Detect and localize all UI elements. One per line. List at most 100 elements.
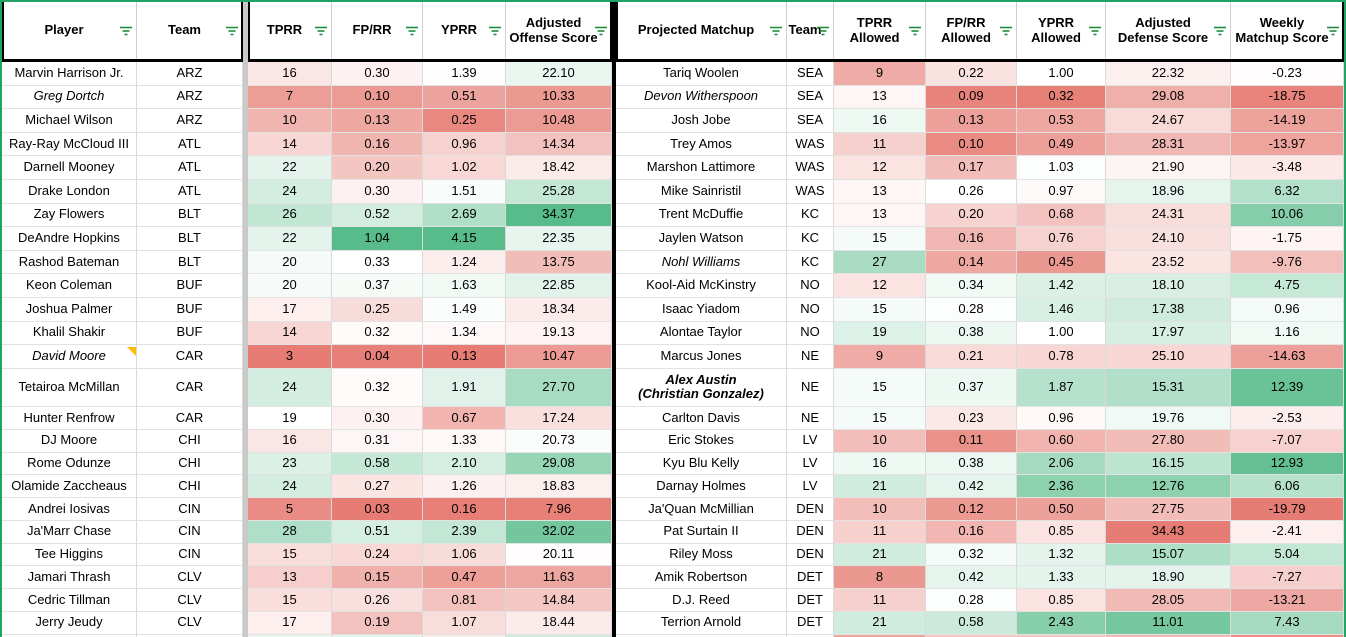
header-player[interactable]: Player	[2, 2, 137, 59]
partial-row-cell[interactable]	[616, 634, 787, 637]
stat-cell-yprr-allowed[interactable]: 0.53	[1017, 109, 1106, 133]
header-fprr[interactable]: FP/RR	[332, 2, 423, 59]
stat-cell-adjusted-defense-score[interactable]: 24.31	[1106, 203, 1231, 228]
stat-cell-fprr[interactable]: 0.10	[332, 85, 423, 110]
team-cell[interactable]: DEN	[787, 498, 834, 521]
stat-cell-yprr[interactable]: 1.33	[423, 429, 506, 453]
stat-cell-adjusted-defense-score[interactable]: 18.96	[1106, 180, 1231, 204]
header-yprr_allowed[interactable]: YPRR Allowed	[1017, 2, 1106, 59]
team-cell[interactable]: WAS	[787, 132, 834, 157]
player-cell[interactable]: Michael Wilson	[2, 109, 137, 133]
team-cell[interactable]: NO	[787, 321, 834, 346]
stat-cell-tprr-allowed[interactable]: 15	[834, 298, 926, 322]
stat-cell-adjusted-offense-score[interactable]: 27.70	[506, 368, 612, 408]
stat-cell-adjusted-offense-score[interactable]: 18.44	[506, 611, 612, 635]
stat-cell-yprr-allowed[interactable]: 1.33	[1017, 566, 1106, 590]
stat-cell-adjusted-offense-score[interactable]: 7.96	[506, 498, 612, 521]
stat-cell-adjusted-defense-score[interactable]: 28.05	[1106, 589, 1231, 612]
stat-cell-yprr[interactable]: 2.69	[423, 203, 506, 228]
stat-cell-tprr[interactable]: 10	[248, 109, 332, 133]
stat-cell-fprr[interactable]: 0.27	[332, 475, 423, 499]
stat-cell-weekly-matchup-score[interactable]: -2.53	[1231, 407, 1344, 430]
player-cell[interactable]: Greg Dortch	[2, 85, 137, 110]
stat-cell-yprr-allowed[interactable]: 0.68	[1017, 203, 1106, 228]
stat-cell-fprr[interactable]: 0.30	[332, 407, 423, 430]
stat-cell-fprr-allowed[interactable]: 0.17	[926, 156, 1017, 180]
stat-cell-adjusted-defense-score[interactable]: 25.10	[1106, 345, 1231, 369]
team-cell[interactable]: SEA	[787, 109, 834, 133]
stat-cell-tprr[interactable]: 24	[248, 475, 332, 499]
filter-icon[interactable]	[225, 25, 239, 36]
stat-cell-tprr[interactable]: 5	[248, 498, 332, 521]
stat-cell-weekly-matchup-score[interactable]: -14.19	[1231, 109, 1344, 133]
stat-cell-adjusted-defense-score[interactable]: 22.32	[1106, 62, 1231, 86]
stat-cell-tprr[interactable]: 19	[248, 407, 332, 430]
stat-cell-yprr-allowed[interactable]: 1.03	[1017, 156, 1106, 180]
partial-row-cell[interactable]	[1017, 634, 1106, 637]
partial-row-cell[interactable]	[423, 634, 506, 637]
team-cell[interactable]: CAR	[137, 368, 243, 408]
stat-cell-tprr[interactable]: 23	[248, 452, 332, 476]
stat-cell-weekly-matchup-score[interactable]: 4.75	[1231, 274, 1344, 298]
stat-cell-yprr-allowed[interactable]: 0.78	[1017, 345, 1106, 369]
stat-cell-yprr-allowed[interactable]: 1.46	[1017, 298, 1106, 322]
team-cell[interactable]: KC	[787, 250, 834, 275]
filter-icon[interactable]	[999, 25, 1013, 36]
stat-cell-adjusted-defense-score[interactable]: 11.01	[1106, 611, 1231, 635]
stat-cell-tprr-allowed[interactable]: 21	[834, 475, 926, 499]
team-cell[interactable]: ATL	[137, 180, 243, 204]
team-cell[interactable]: NO	[787, 274, 834, 298]
stat-cell-adjusted-defense-score[interactable]: 12.76	[1106, 475, 1231, 499]
stat-cell-tprr[interactable]: 17	[248, 298, 332, 322]
stat-cell-tprr-allowed[interactable]: 13	[834, 85, 926, 110]
stat-cell-fprr-allowed[interactable]: 0.42	[926, 475, 1017, 499]
filter-icon[interactable]	[314, 25, 328, 36]
stat-cell-yprr-allowed[interactable]: 0.60	[1017, 429, 1106, 453]
stat-cell-tprr-allowed[interactable]: 27	[834, 250, 926, 275]
matchup-cell[interactable]: Kool-Aid McKinstry	[616, 274, 787, 298]
player-cell[interactable]: Keon Coleman	[2, 274, 137, 298]
team-cell[interactable]: ARZ	[137, 62, 243, 86]
stat-cell-adjusted-defense-score[interactable]: 19.76	[1106, 407, 1231, 430]
stat-cell-fprr[interactable]: 0.03	[332, 498, 423, 521]
player-cell[interactable]: DeAndre Hopkins	[2, 227, 137, 251]
stat-cell-adjusted-defense-score[interactable]: 24.10	[1106, 227, 1231, 251]
player-cell[interactable]: Rashod Bateman	[2, 250, 137, 275]
team-cell[interactable]: NE	[787, 407, 834, 430]
stat-cell-adjusted-defense-score[interactable]: 17.38	[1106, 298, 1231, 322]
stat-cell-yprr[interactable]: 0.13	[423, 345, 506, 369]
stat-cell-tprr-allowed[interactable]: 13	[834, 203, 926, 228]
stat-cell-weekly-matchup-score[interactable]: 10.06	[1231, 203, 1344, 228]
team-cell[interactable]: WAS	[787, 180, 834, 204]
stat-cell-weekly-matchup-score[interactable]: -0.23	[1231, 62, 1344, 86]
stat-cell-adjusted-defense-score[interactable]: 16.15	[1106, 452, 1231, 476]
stat-cell-fprr-allowed[interactable]: 0.58	[926, 611, 1017, 635]
stat-cell-fprr-allowed[interactable]: 0.38	[926, 321, 1017, 346]
filter-icon[interactable]	[1326, 25, 1340, 36]
stat-cell-yprr[interactable]: 1.06	[423, 543, 506, 567]
team-cell[interactable]: BLT	[137, 227, 243, 251]
stat-cell-fprr-allowed[interactable]: 0.16	[926, 520, 1017, 544]
stat-cell-adjusted-offense-score[interactable]: 10.48	[506, 109, 612, 133]
stat-cell-yprr-allowed[interactable]: 2.43	[1017, 611, 1106, 635]
stat-cell-yprr[interactable]: 1.49	[423, 298, 506, 322]
stat-cell-adjusted-defense-score[interactable]: 18.10	[1106, 274, 1231, 298]
team-cell[interactable]: ARZ	[137, 109, 243, 133]
stat-cell-fprr[interactable]: 0.32	[332, 321, 423, 346]
stat-cell-yprr[interactable]: 0.25	[423, 109, 506, 133]
stat-cell-yprr-allowed[interactable]: 2.36	[1017, 475, 1106, 499]
stat-cell-weekly-matchup-score[interactable]: -19.79	[1231, 498, 1344, 521]
stat-cell-fprr[interactable]: 0.31	[332, 429, 423, 453]
stat-cell-adjusted-defense-score[interactable]: 17.97	[1106, 321, 1231, 346]
stat-cell-weekly-matchup-score[interactable]: 6.32	[1231, 180, 1344, 204]
player-cell[interactable]: Tetairoa McMillan	[2, 368, 137, 408]
stat-cell-yprr[interactable]: 4.15	[423, 227, 506, 251]
player-cell[interactable]: Marvin Harrison Jr.	[2, 62, 137, 86]
stat-cell-fprr-allowed[interactable]: 0.32	[926, 543, 1017, 567]
stat-cell-tprr[interactable]: 17	[248, 611, 332, 635]
partial-row-cell[interactable]	[1231, 634, 1344, 637]
matchup-cell[interactable]: Trey Amos	[616, 132, 787, 157]
stat-cell-yprr-allowed[interactable]: 1.32	[1017, 543, 1106, 567]
stat-cell-yprr-allowed[interactable]: 0.49	[1017, 132, 1106, 157]
stat-cell-tprr-allowed[interactable]: 10	[834, 498, 926, 521]
